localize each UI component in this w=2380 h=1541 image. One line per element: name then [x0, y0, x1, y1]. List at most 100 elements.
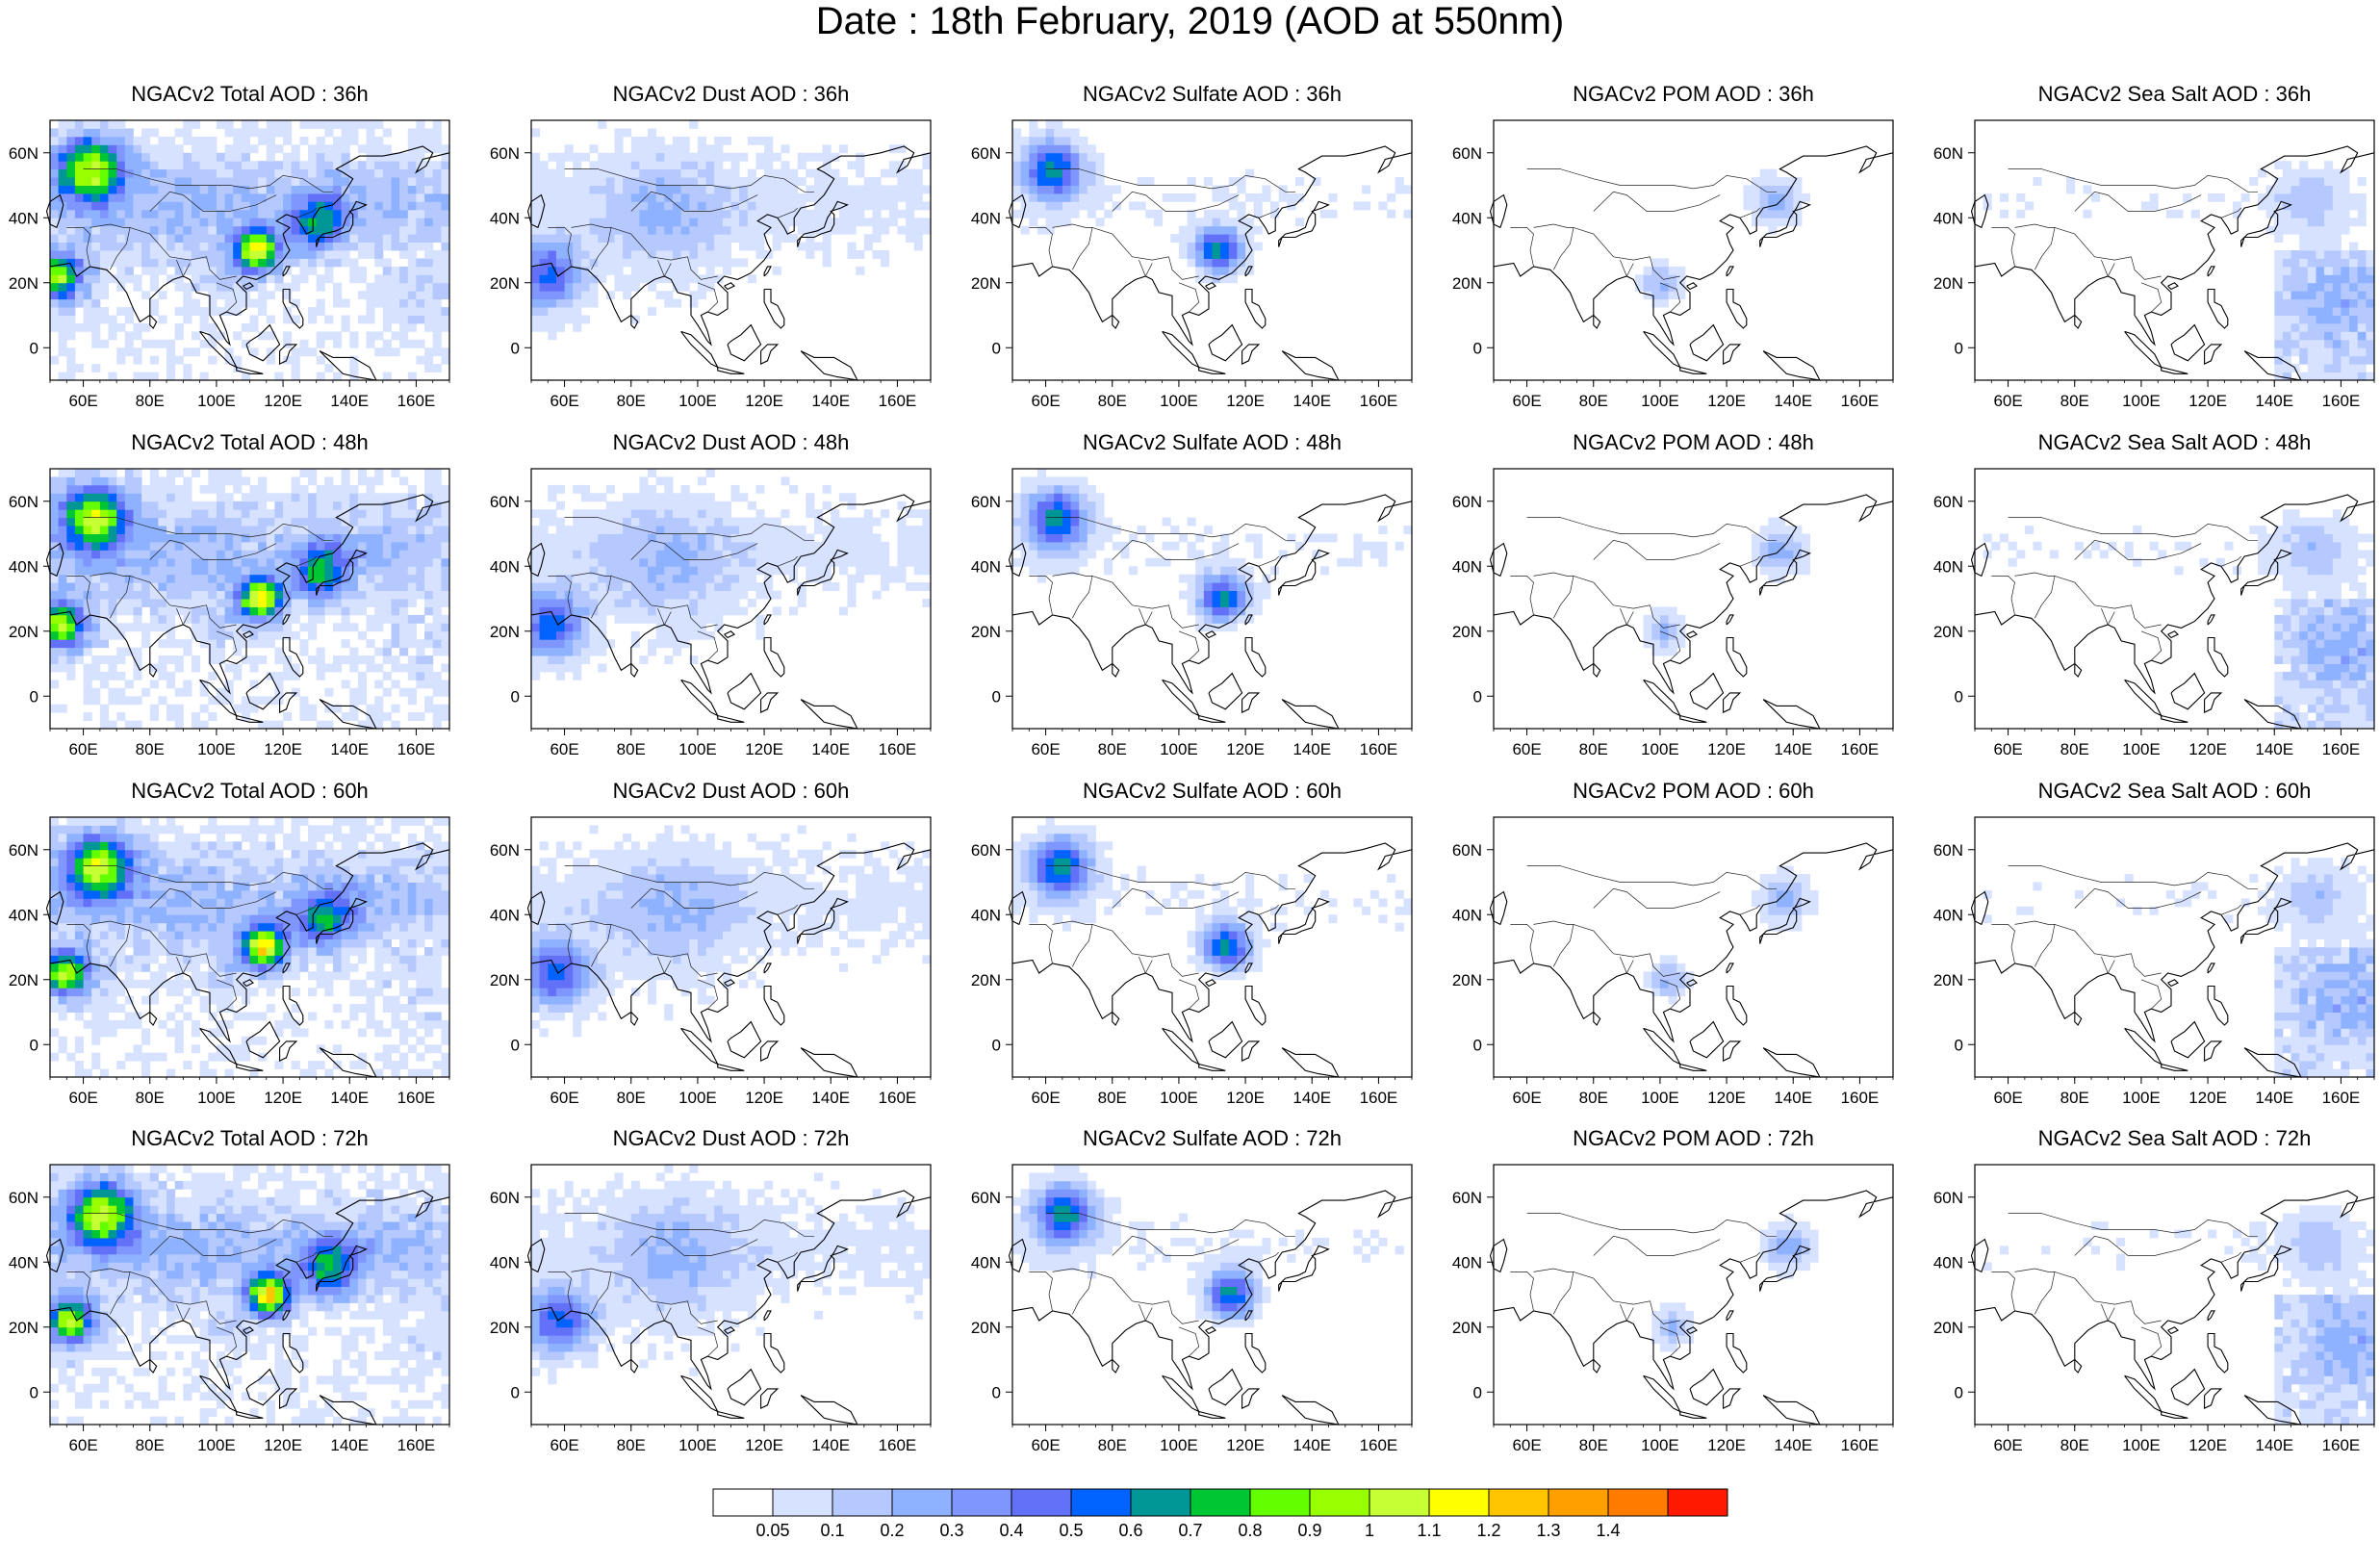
- y-tick-label: 0: [1955, 687, 1963, 706]
- x-tick-label: 140E: [1292, 392, 1331, 410]
- country-border: [2015, 921, 2056, 966]
- coastline: [681, 680, 718, 715]
- colorbar-label: 0.8: [1221, 1521, 1279, 1541]
- coastline: [728, 1022, 761, 1058]
- coastline: [1163, 680, 1199, 715]
- y-tick-label: 20N: [9, 971, 38, 989]
- x-tick-label: 60E: [1993, 392, 2022, 410]
- y-tick-label: 60N: [1452, 841, 1482, 860]
- x-tick-label: 160E: [879, 1436, 917, 1454]
- aod-shading: [531, 120, 932, 340]
- country-border: [1991, 227, 2014, 267]
- x-tick-label: 80E: [2060, 392, 2089, 410]
- y-tick-label: 20N: [1452, 623, 1482, 641]
- y-tick-label: 40N: [9, 209, 38, 227]
- colorbar-label: 1: [1341, 1521, 1398, 1541]
- coastline: [1763, 700, 1820, 729]
- coastline: [1687, 631, 1697, 638]
- y-tick-label: 40N: [971, 1253, 1001, 1271]
- panel-title: NGACv2 Total AOD : 48h: [50, 430, 449, 455]
- x-tick-label: 140E: [2255, 1089, 2293, 1107]
- y-tick-label: 20N: [1933, 1319, 1963, 1337]
- country-border: [1534, 573, 1574, 618]
- x-tick-label: 100E: [1641, 1436, 1679, 1454]
- panel-title: NGACv2 Sulfate AOD : 36h: [1012, 82, 1412, 107]
- colorbar-label: 0.4: [983, 1521, 1040, 1541]
- aod-shading: [1983, 1205, 2375, 1425]
- coastline: [1644, 1028, 1680, 1064]
- y-tick-label: 40N: [9, 906, 38, 924]
- x-tick-label: 160E: [2322, 1436, 2361, 1454]
- y-tick-label: 60N: [1452, 493, 1482, 511]
- coastline: [1113, 316, 1119, 329]
- x-tick-label: 160E: [1841, 392, 1880, 410]
- x-tick-label: 140E: [1774, 392, 1812, 410]
- coastline: [2075, 1013, 2082, 1026]
- y-tick-label: 40N: [1452, 906, 1482, 924]
- country-border: [1510, 924, 1533, 963]
- y-tick-label: 20N: [1452, 1319, 1482, 1337]
- country-border: [1092, 576, 1199, 628]
- y-tick-label: 0: [30, 1383, 38, 1401]
- coastline: [1209, 1370, 1242, 1405]
- colorbar-label: 0.9: [1281, 1521, 1339, 1541]
- country-border: [2055, 227, 2162, 279]
- x-tick-label: 100E: [197, 740, 236, 758]
- coastline: [150, 1360, 157, 1374]
- coastline: [1690, 325, 1724, 361]
- coastline: [1972, 544, 1988, 577]
- coastline: [2168, 1327, 2178, 1334]
- y-tick-label: 60N: [971, 493, 1001, 511]
- country-border: [2055, 1271, 2162, 1323]
- x-tick-label: 100E: [197, 1436, 236, 1454]
- x-tick-label: 140E: [811, 740, 850, 758]
- x-tick-label: 160E: [1841, 740, 1880, 758]
- x-tick-label: 80E: [617, 1089, 646, 1107]
- coastline: [1491, 892, 1507, 925]
- x-tick-label: 120E: [2188, 740, 2227, 758]
- x-tick-label: 120E: [1226, 1436, 1265, 1454]
- aod-shading: [1983, 509, 2375, 729]
- coastline: [764, 290, 784, 329]
- x-tick-label: 160E: [397, 1436, 436, 1454]
- y-tick-label: 0: [992, 1383, 1001, 1401]
- colorbar-swatch: [1131, 1489, 1190, 1516]
- coastline: [1491, 195, 1507, 228]
- colorbar-swatch: [892, 1489, 952, 1516]
- country-border: [1053, 224, 1093, 270]
- aod-shading: [1651, 1214, 1818, 1352]
- coastline: [1242, 345, 1259, 364]
- coastline: [2208, 1334, 2228, 1374]
- aod-shading: [531, 1165, 932, 1384]
- country-border: [1534, 921, 1574, 966]
- x-tick-label: 60E: [68, 1089, 97, 1107]
- coastline: [725, 283, 734, 290]
- coastline: [1724, 1389, 1740, 1408]
- colorbar-swatch: [1190, 1489, 1250, 1516]
- country-border: [1594, 888, 1720, 908]
- coastline: [1199, 1412, 1226, 1419]
- country-border: [1594, 1236, 1720, 1255]
- y-tick-label: 20N: [9, 274, 38, 293]
- coastline: [1727, 1311, 1733, 1321]
- x-tick-label: 160E: [1841, 1089, 1880, 1107]
- x-tick-label: 60E: [68, 740, 97, 758]
- y-tick-label: 40N: [1933, 557, 1963, 576]
- x-tick-label: 60E: [1031, 1089, 1060, 1107]
- coastline: [1680, 1412, 1707, 1419]
- country-border: [1053, 1269, 1093, 1314]
- x-tick-label: 100E: [2122, 392, 2161, 410]
- y-tick-label: 40N: [490, 1253, 520, 1271]
